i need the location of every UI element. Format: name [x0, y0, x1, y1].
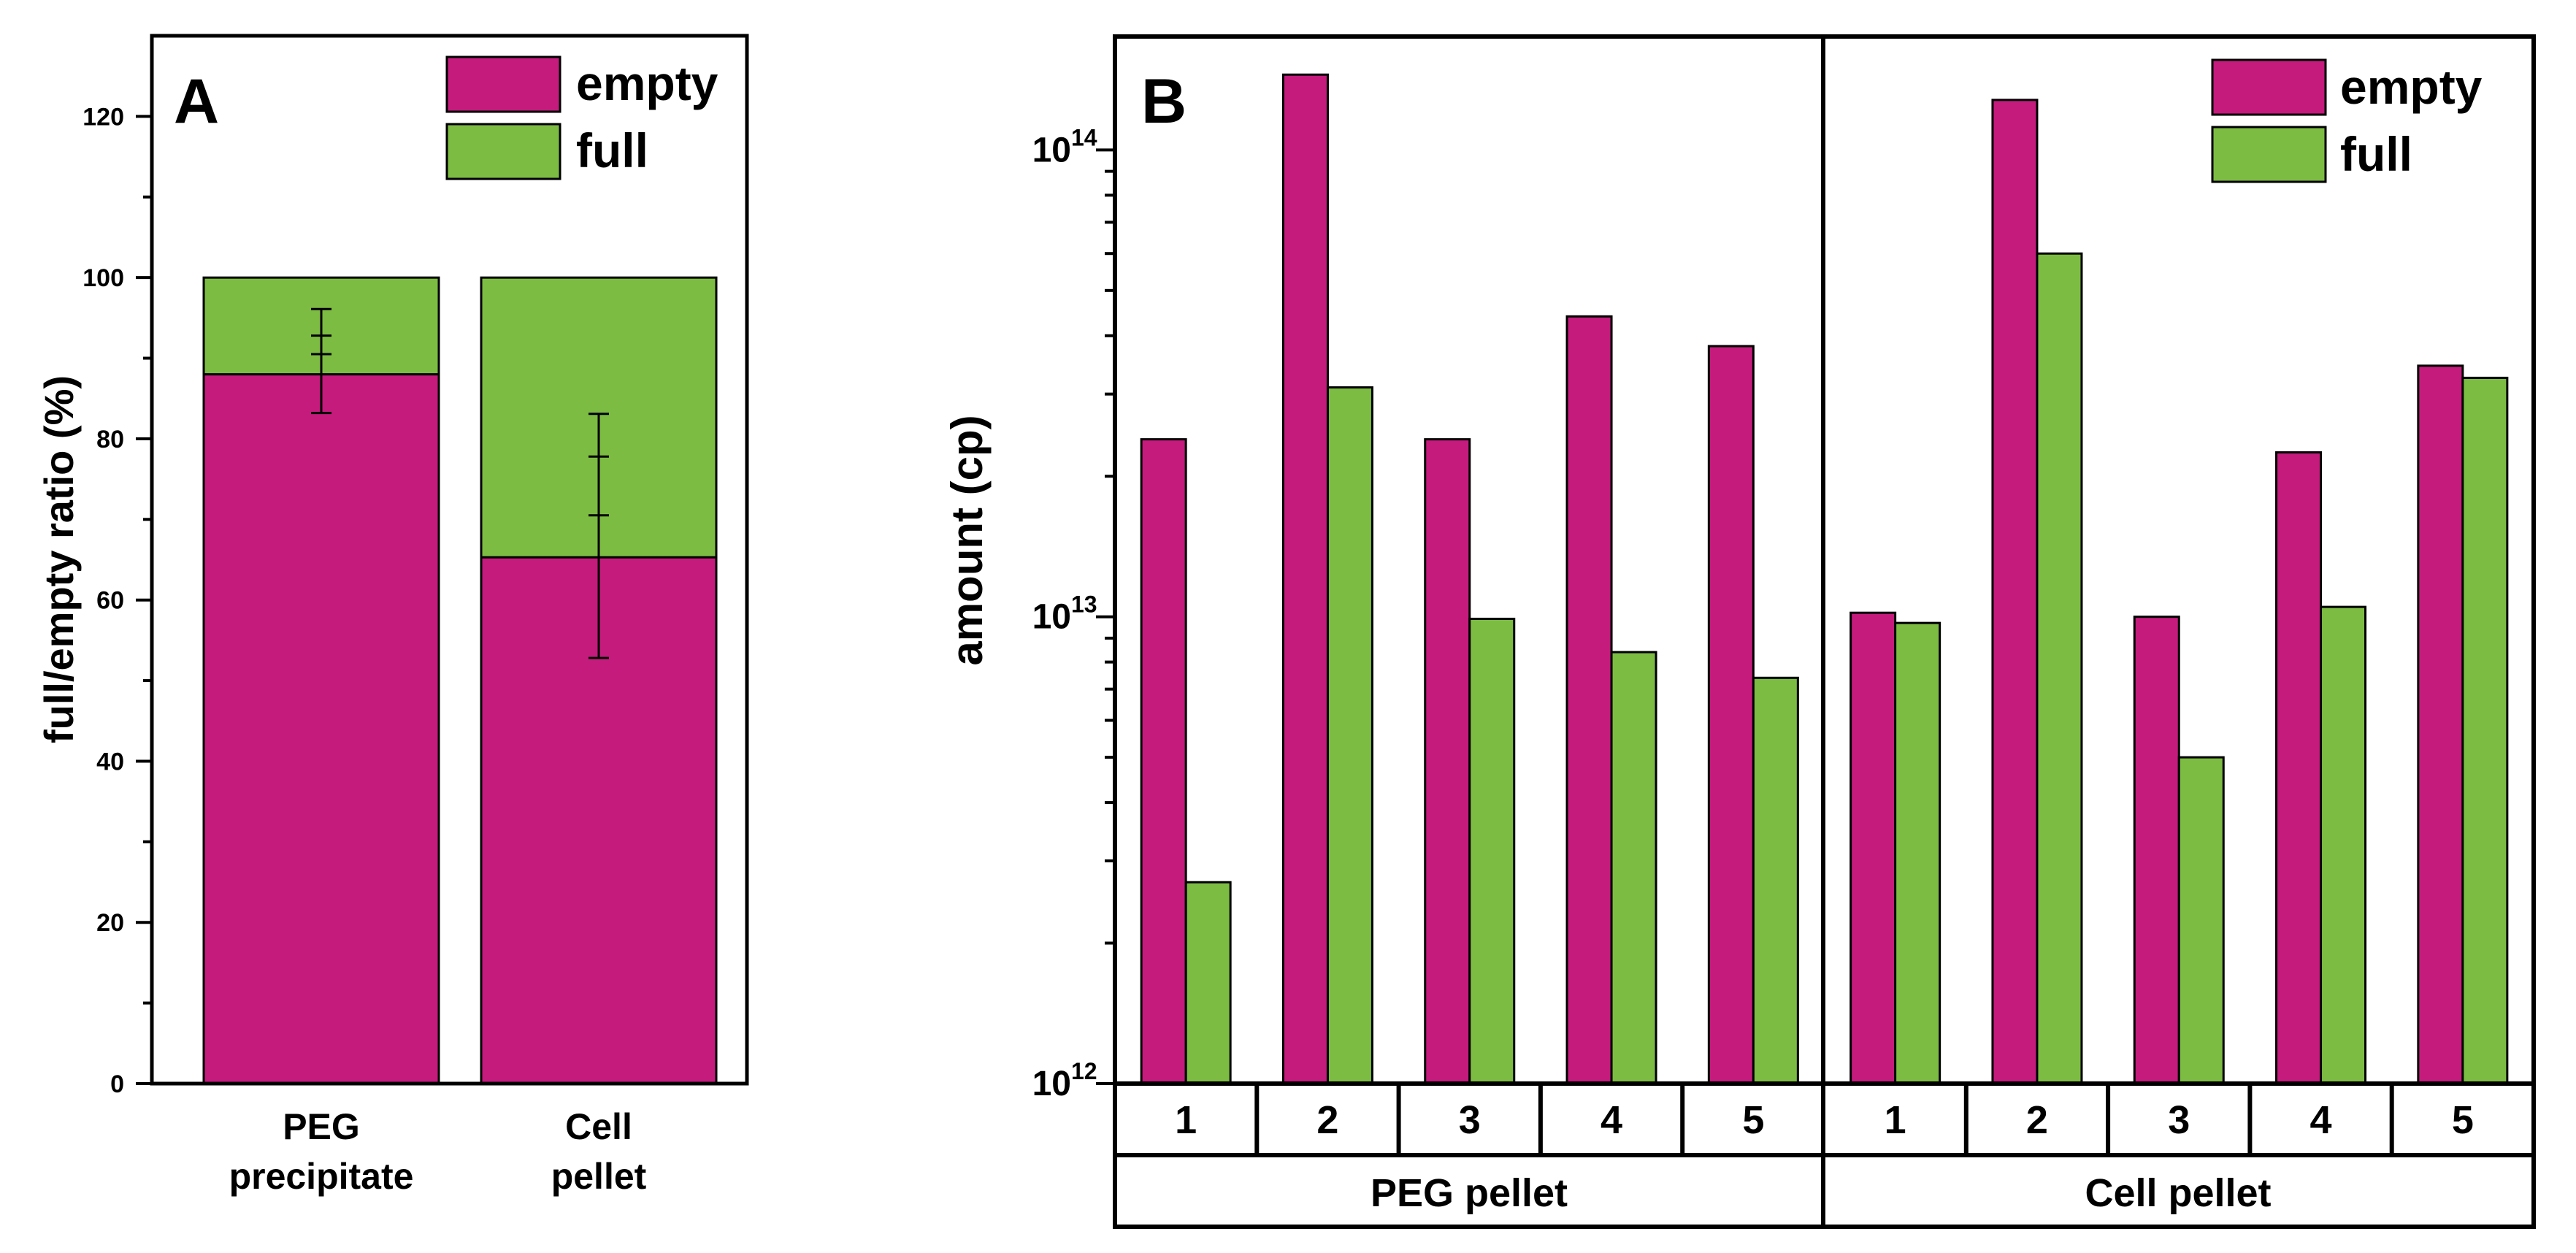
bar-empty-peg-3 — [1424, 438, 1471, 1085]
category-label: 5 — [1742, 1098, 1764, 1142]
bar-empty-peg-5 — [1707, 345, 1755, 1085]
y-tick-label: 10 — [1032, 131, 1071, 169]
panel-b-letter: B — [1141, 66, 1187, 137]
category-label: 4 — [2310, 1098, 2332, 1142]
category-label: 4 — [1601, 1098, 1622, 1142]
group-label-cell-pellet: Cell pellet — [2085, 1171, 2271, 1215]
bar-empty-peg-4 — [1565, 315, 1613, 1085]
bar-empty-cell-1 — [1849, 611, 1897, 1085]
x-tick-label: PEG — [283, 1106, 360, 1147]
y-tick-label: 0 — [110, 1070, 124, 1098]
x-tick-label: pellet — [551, 1156, 647, 1197]
bar-full-cell-4 — [2320, 605, 2367, 1085]
bar-empty-cell-2 — [1991, 99, 2039, 1085]
bar-full-peg-1 — [1184, 881, 1232, 1085]
error-bar-full-1 — [311, 307, 331, 356]
panel-a-x-categories: PEG precipitate Cell pellet — [229, 1106, 647, 1197]
panel-a-y-ticks: 0 20 40 60 80 100 120 — [83, 103, 152, 1098]
category-label: 2 — [1316, 1098, 1338, 1142]
y-tick-label: 40 — [96, 748, 124, 775]
panel-a-plot-frame — [150, 34, 749, 1086]
bar-empty-1 — [202, 373, 440, 1085]
panel-b-category-table: PEG pellet Cell pellet 1 2 3 4 5 1 2 3 4 5 — [1113, 1081, 2536, 1229]
category-label: 3 — [2168, 1098, 2190, 1142]
bar-full-peg-2 — [1326, 386, 1373, 1085]
legend-swatch-empty — [2211, 58, 2327, 116]
legend-swatch-full — [445, 123, 561, 180]
bar-full-peg-4 — [1610, 651, 1657, 1085]
category-label: 2 — [2026, 1098, 2048, 1142]
bar-empty-cell-5 — [2417, 364, 2464, 1085]
legend-swatch-full — [2211, 126, 2327, 183]
panel-a-letter: A — [174, 66, 219, 137]
bar-empty-peg-2 — [1281, 73, 1329, 1085]
legend-label-empty: empty — [576, 56, 718, 110]
category-label: 1 — [1885, 1098, 1906, 1142]
x-tick-label: Cell — [565, 1106, 632, 1147]
y-tick-exponent: 12 — [1071, 1058, 1097, 1084]
y-tick-label: 120 — [83, 103, 124, 131]
legend-label-full: full — [576, 123, 648, 177]
group-label-peg-pellet: PEG pellet — [1371, 1171, 1568, 1215]
panel-a: 0 20 40 60 80 100 120 PEG precipitate Cell pellet… — [36, 34, 749, 1197]
category-label: 5 — [2452, 1098, 2474, 1142]
bar-full-cell-1 — [1894, 621, 1941, 1085]
y-tick-label: 100 — [83, 264, 124, 292]
y-tick-label: 80 — [96, 426, 124, 453]
error-bar-full-2 — [589, 413, 609, 517]
category-label: 3 — [1459, 1098, 1481, 1142]
y-tick-exponent: 13 — [1071, 591, 1097, 618]
legend-label-full: full — [2340, 127, 2412, 181]
panel-a-error-bars — [311, 307, 609, 659]
bar-empty-cell-4 — [2275, 451, 2323, 1085]
y-tick-label: 60 — [96, 587, 124, 615]
legend-swatch-empty — [445, 55, 561, 113]
bar-full-cell-2 — [2036, 252, 2083, 1085]
panel-a-legend: empty full — [445, 55, 718, 180]
x-tick-label: precipitate — [229, 1156, 414, 1197]
bar-full-cell-5 — [2461, 376, 2509, 1085]
bar-empty-peg-1 — [1140, 438, 1187, 1085]
bar-full-peg-3 — [1468, 617, 1516, 1085]
bar-empty-cell-3 — [2133, 616, 2180, 1085]
y-tick-label: 10 — [1032, 598, 1071, 637]
legend-label-empty: empty — [2340, 60, 2483, 114]
y-tick-exponent: 14 — [1071, 124, 1097, 150]
y-tick-label: 10 — [1032, 1065, 1071, 1103]
bar-full-cell-3 — [2177, 756, 2225, 1085]
bar-full-peg-5 — [1752, 676, 1799, 1085]
category-label: 1 — [1175, 1098, 1197, 1142]
y-tick-label: 20 — [96, 909, 124, 937]
panel-a-y-axis-label: full/empty ratio (%) — [36, 375, 82, 743]
panel-b-legend: empty full — [2211, 58, 2483, 183]
panel-b-y-axis-label: amount (cp) — [943, 415, 992, 665]
